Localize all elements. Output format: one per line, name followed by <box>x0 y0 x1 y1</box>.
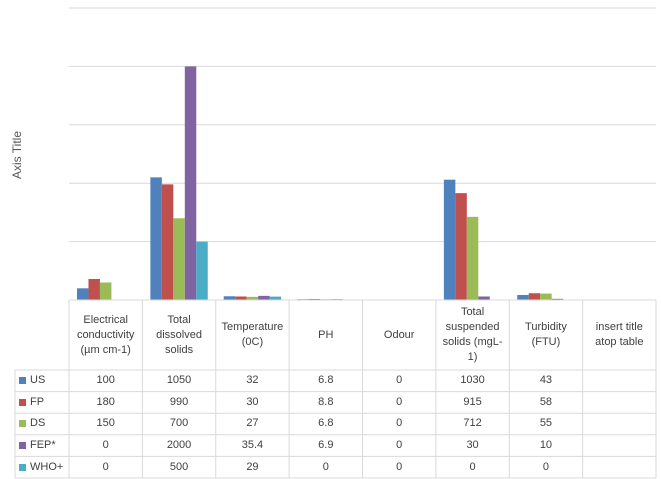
legend-entry: FP <box>15 392 69 414</box>
table-value: 30 <box>246 395 259 408</box>
legend-label: US <box>30 374 46 387</box>
table-value <box>583 456 656 478</box>
bar <box>99 282 112 300</box>
table-header: Temperature (0C) <box>221 321 284 348</box>
table-value: 180 <box>96 395 115 408</box>
legend-entry: US <box>15 370 69 392</box>
legend-key <box>19 398 26 406</box>
table-value <box>583 435 656 457</box>
bar <box>466 216 479 300</box>
table-value: 0 <box>396 374 403 387</box>
table-value: 0 <box>396 460 403 473</box>
bar <box>551 298 564 300</box>
table-value: 500 <box>169 460 189 473</box>
legend-key <box>19 463 26 471</box>
bar <box>235 296 247 300</box>
bar <box>161 184 174 300</box>
table-header: insert title atop table <box>595 321 644 348</box>
table-header: Total dissolved solids <box>156 313 202 356</box>
bar <box>517 294 529 300</box>
bar <box>184 66 197 301</box>
table-value: 700 <box>169 417 189 430</box>
bar <box>77 288 89 300</box>
table-value: 1030 <box>460 374 485 387</box>
legend-key <box>19 377 26 385</box>
table-header: Turbidity (FTU) <box>525 321 567 348</box>
bar <box>223 296 236 300</box>
table-value: 712 <box>463 417 482 430</box>
legend-key <box>19 420 26 428</box>
table-value: 990 <box>169 395 189 408</box>
table-header: Electrical conductivity (µm cm-1) <box>76 313 135 356</box>
legend-label: FEP* <box>30 439 56 452</box>
y-axis-title: Axis Title <box>10 131 24 179</box>
table-value: 0 <box>396 395 403 408</box>
legend-entry: FEP* <box>15 435 69 457</box>
table-value: 30 <box>466 439 479 452</box>
bar <box>246 296 259 300</box>
table-value: 0 <box>542 460 549 473</box>
table-value: 32 <box>246 374 259 387</box>
table-value: 0 <box>102 460 109 473</box>
table-value: 58 <box>539 395 553 408</box>
table-value: 27 <box>246 417 259 430</box>
legend-key <box>19 442 26 450</box>
table-header: Total suspended solids (mgL-1) <box>442 306 503 363</box>
legend-entry: WHO+ <box>15 456 69 478</box>
bar <box>258 295 270 300</box>
table-value: 0 <box>469 460 476 473</box>
bar <box>528 293 541 300</box>
bar <box>196 241 208 300</box>
legend-label: WHO+ <box>30 460 64 473</box>
table-value: 43 <box>539 374 553 387</box>
bar <box>540 293 552 300</box>
table-value: 35.4 <box>241 439 264 452</box>
table-value: 0 <box>102 439 109 452</box>
table-value <box>583 370 656 392</box>
table-value: 915 <box>463 395 482 408</box>
table-value: 0 <box>396 439 403 452</box>
table-value <box>583 413 656 435</box>
bar <box>269 296 282 300</box>
table-value: 2000 <box>166 439 192 452</box>
bar <box>308 298 321 300</box>
table-value: 100 <box>96 374 115 387</box>
table-value <box>583 392 656 414</box>
bar <box>88 278 100 300</box>
bar <box>478 296 490 300</box>
legend-label: DS <box>30 417 46 430</box>
table-value: 0 <box>322 460 329 473</box>
legend-entry: DS <box>15 413 69 435</box>
table-value: 1050 <box>166 374 192 387</box>
table-value: 6.9 <box>318 439 334 452</box>
table-value: 0 <box>396 417 403 430</box>
legend-label: FP <box>30 395 45 408</box>
table-header: PH <box>318 328 334 341</box>
table-value: 29 <box>246 460 259 473</box>
table-value: 6.8 <box>318 417 334 430</box>
table-value: 55 <box>539 417 553 430</box>
table-header: Odour <box>383 328 415 341</box>
table-value: 8.8 <box>318 395 334 408</box>
table-value: 10 <box>539 439 553 452</box>
table-value: 6.8 <box>318 374 334 387</box>
table-value: 150 <box>96 417 115 430</box>
bar <box>173 218 185 300</box>
bar <box>455 193 467 300</box>
bar <box>443 179 456 300</box>
bar <box>150 177 162 300</box>
